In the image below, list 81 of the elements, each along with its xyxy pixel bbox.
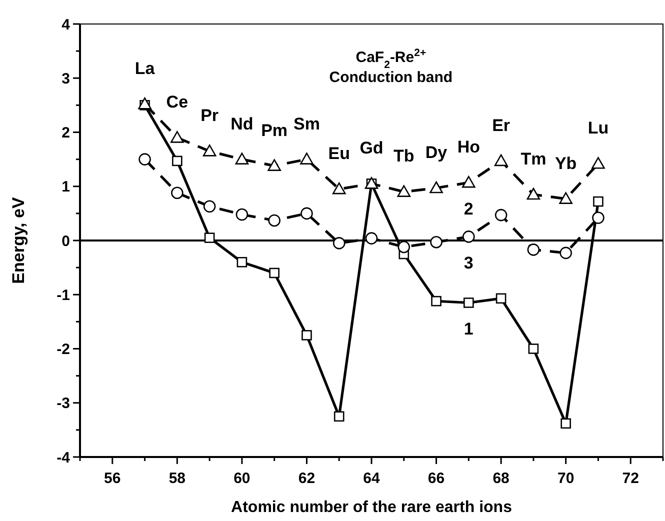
point (592, 212, 604, 224)
y-tick-label: 1 (62, 178, 70, 196)
series-label: 2 (464, 200, 474, 219)
annotation: Eu (328, 144, 350, 164)
x-tick-label: 68 (492, 470, 510, 487)
annotation: Gd (360, 138, 384, 158)
point (462, 230, 475, 243)
point (496, 293, 506, 304)
x-tick-label: 70 (557, 470, 574, 487)
point (171, 186, 184, 200)
x-tick-label: 66 (428, 470, 445, 487)
y-axis-title: Energy, eV (9, 196, 28, 284)
annotation: Ce (166, 92, 188, 112)
x-tick-label: 56 (104, 470, 121, 487)
x-tick-label: 58 (168, 470, 186, 487)
x-tick-label: 72 (622, 470, 639, 487)
point (592, 156, 605, 169)
point (300, 152, 314, 164)
y-tick-label: -4 (56, 449, 71, 466)
point (494, 154, 508, 166)
point (430, 236, 442, 248)
point (464, 298, 474, 308)
point (268, 214, 280, 227)
annotation: Nd (230, 114, 254, 134)
point (397, 185, 411, 197)
point (202, 144, 216, 156)
point (398, 240, 410, 254)
point (527, 244, 540, 256)
point (332, 182, 346, 194)
y-tick-label: 4 (62, 16, 71, 34)
point (236, 257, 248, 268)
point (235, 152, 249, 164)
point (269, 268, 280, 278)
annotation: Sm (293, 114, 320, 134)
point (462, 176, 476, 188)
point (300, 207, 313, 220)
annotation: Pm (261, 120, 288, 140)
point (494, 208, 508, 222)
text: Conduction band (329, 69, 453, 86)
y-tick-label: 3 (62, 70, 70, 88)
y-tick-label: 0 (62, 232, 70, 250)
point (302, 330, 312, 340)
series-label: 1 (464, 320, 474, 339)
y-tick-label: -3 (56, 395, 70, 412)
series-label: 3 (464, 254, 474, 273)
point (172, 156, 182, 166)
point (203, 200, 216, 213)
y-tick-label: -1 (56, 286, 70, 304)
x-tick-label: 64 (363, 470, 380, 487)
annotation: Tm (520, 149, 546, 168)
point (365, 232, 378, 244)
x-tick-label: 60 (234, 470, 250, 487)
annotation: La (134, 59, 156, 78)
point (431, 296, 442, 306)
point (332, 237, 346, 250)
annotation: Yb (554, 154, 577, 173)
text: CaF$_{2}$-Re$^{2+}$ (356, 47, 426, 71)
point (170, 131, 184, 143)
point (236, 208, 248, 221)
point (526, 188, 540, 200)
annotation: Er (492, 116, 510, 135)
y-tick-label: 2 (62, 124, 70, 142)
point (268, 159, 281, 171)
point (528, 344, 539, 354)
annotation: Pr (200, 106, 219, 126)
point (138, 97, 152, 110)
x-tick-label: 62 (298, 470, 316, 487)
x-axis-title: Atomic number of the rare earth ions (231, 499, 512, 516)
point (430, 181, 443, 194)
point (559, 192, 572, 204)
y-tick-label: -2 (56, 341, 70, 358)
point (593, 196, 604, 207)
point (560, 418, 571, 429)
point (334, 411, 344, 422)
annotation: Dy (425, 142, 448, 162)
annotation: Tb (394, 146, 414, 166)
annotation: Ho (457, 138, 480, 157)
point (560, 246, 572, 260)
point (204, 232, 215, 243)
annotation: Lu (588, 118, 609, 138)
point (138, 153, 151, 166)
